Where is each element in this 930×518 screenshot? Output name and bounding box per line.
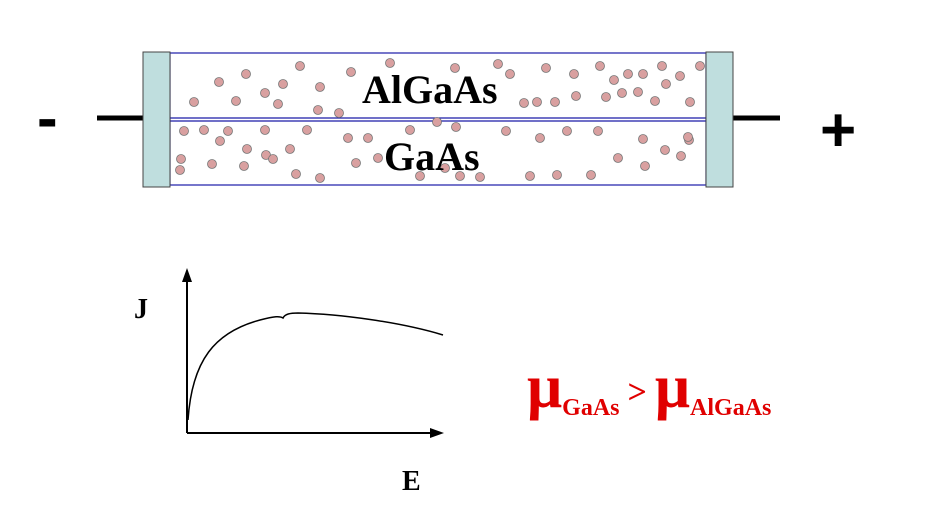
- jv-curve: [187, 312, 444, 421]
- electron-dot: [685, 97, 695, 107]
- electron-dot: [189, 97, 199, 107]
- electron-dot: [242, 144, 252, 154]
- algaas-subscript: AlGaAs: [690, 395, 772, 421]
- electron-dot: [617, 88, 627, 98]
- positive-terminal-label: +: [820, 96, 857, 165]
- electron-dot: [451, 122, 461, 132]
- x-axis-label: E: [402, 466, 421, 497]
- electron-dot: [613, 153, 623, 163]
- electron-dot: [501, 126, 511, 136]
- electron-dot: [638, 69, 648, 79]
- electron-dot: [676, 151, 686, 161]
- electron-dot: [346, 67, 356, 77]
- electron-dot: [623, 69, 633, 79]
- electron-dot: [295, 61, 305, 71]
- electron-dot: [541, 63, 551, 73]
- electron-dot: [207, 159, 217, 169]
- electron-dot: [179, 126, 189, 136]
- electron-dot: [571, 91, 581, 101]
- electron-dot: [260, 125, 270, 135]
- mu-symbol-right: μ: [654, 353, 691, 421]
- electron-dot: [640, 161, 650, 171]
- electron-dot: [638, 134, 648, 144]
- electron-dot: [199, 125, 209, 135]
- electron-dot: [562, 126, 572, 136]
- electron-dot: [505, 69, 515, 79]
- electron-dot: [415, 171, 425, 181]
- electron-dot: [525, 171, 535, 181]
- electron-dot: [215, 136, 225, 146]
- electron-dot: [661, 79, 671, 89]
- electron-dot: [593, 126, 603, 136]
- electron-dot: [695, 61, 705, 71]
- electron-dot: [241, 69, 251, 79]
- electron-dot: [363, 133, 373, 143]
- gaas-layer-label: GaAs: [384, 134, 480, 179]
- electron-dot: [586, 170, 596, 180]
- electron-dot: [343, 133, 353, 143]
- electron-dot: [176, 154, 186, 164]
- electron-dot: [650, 96, 660, 106]
- electron-dot: [231, 96, 241, 106]
- electron-dot: [351, 158, 361, 168]
- electron-dot: [291, 169, 301, 179]
- electron-dot: [519, 98, 529, 108]
- electron-dot: [450, 63, 460, 73]
- electron-dot: [373, 153, 383, 163]
- electron-dot: [260, 88, 270, 98]
- electron-dot: [313, 105, 323, 115]
- algaas-layer-label: AlGaAs: [362, 67, 498, 112]
- electron-dot: [315, 173, 325, 183]
- electron-dot: [239, 161, 249, 171]
- electron-dot: [223, 126, 233, 136]
- electron-dot: [278, 79, 288, 89]
- electron-dot: [302, 125, 312, 135]
- electron-dot: [633, 87, 643, 97]
- electron-dot: [683, 132, 693, 142]
- right-contact: [705, 51, 734, 188]
- electron-dot: [285, 144, 295, 154]
- electron-dot: [569, 69, 579, 79]
- electron-dot: [273, 99, 283, 109]
- electron-dot: [405, 125, 415, 135]
- gaas-subscript: GaAs: [562, 395, 620, 421]
- electron-dot: [315, 82, 325, 92]
- electron-dot: [440, 163, 450, 173]
- electron-dot: [660, 145, 670, 155]
- electron-dot: [385, 58, 395, 68]
- electron-dots: [175, 58, 705, 183]
- mobility-relation: μGaAs > μAlGaAs: [527, 353, 772, 421]
- electron-dot: [268, 154, 278, 164]
- electron-dot: [214, 77, 224, 87]
- y-axis-label: J: [134, 294, 148, 325]
- electron-dot: [455, 171, 465, 181]
- left-contact: [142, 51, 171, 188]
- electron-dot: [657, 61, 667, 71]
- electron-dot: [493, 59, 503, 69]
- electron-dot: [675, 71, 685, 81]
- electron-dot: [175, 165, 185, 175]
- electron-dot: [552, 170, 562, 180]
- greater-than-operator: >: [627, 374, 647, 411]
- electron-dot: [532, 97, 542, 107]
- electron-dot: [595, 61, 605, 71]
- electron-dot: [535, 133, 545, 143]
- mu-symbol-left: μ: [527, 353, 563, 421]
- electron-dot: [475, 172, 485, 182]
- electron-dot: [550, 97, 560, 107]
- electron-dot: [609, 75, 619, 85]
- electron-dot: [432, 117, 442, 127]
- electron-dot: [334, 108, 344, 118]
- y-axis-arrowhead: [182, 268, 192, 282]
- electron-dot: [601, 92, 611, 102]
- negative-terminal-label: -: [37, 84, 58, 153]
- x-axis-arrowhead: [430, 428, 444, 438]
